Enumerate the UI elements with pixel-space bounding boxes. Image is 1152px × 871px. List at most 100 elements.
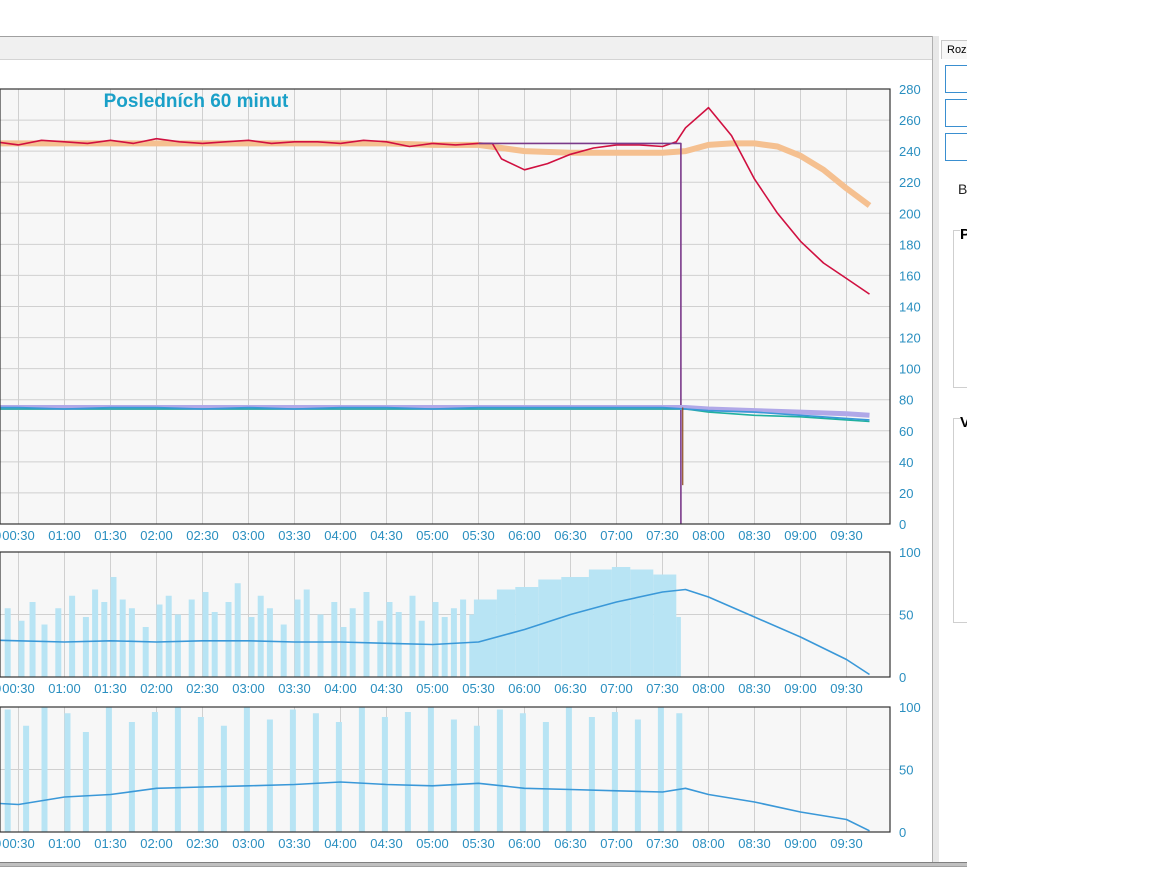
x-tick-label: 07:00	[600, 681, 633, 696]
bar	[377, 620, 384, 677]
bar	[519, 713, 526, 832]
bar	[676, 713, 683, 832]
plot-frame	[0, 551, 891, 678]
bar	[363, 592, 370, 677]
bar	[289, 709, 296, 832]
bar	[266, 719, 273, 832]
bar	[165, 595, 172, 677]
x-tick-label: 04:30	[370, 836, 403, 851]
trend-line	[0, 588, 870, 676]
y-tick-label: 240	[899, 144, 921, 159]
plot-frame	[0, 706, 891, 833]
x-tick-label: 09:00	[784, 681, 817, 696]
bar	[174, 707, 181, 832]
block-bar	[473, 599, 497, 677]
block-bar	[496, 589, 516, 677]
charts-svg: 0 20 40 60 80 100 120 140 160 180 200 220 240 260 280 0…	[0, 82, 921, 851]
right-button-1[interactable]	[945, 65, 967, 93]
bar	[317, 614, 324, 677]
x-tick-label: 01:00	[48, 681, 81, 696]
bar	[188, 599, 195, 677]
trend-line	[0, 781, 870, 832]
plot-area	[0, 106, 872, 524]
bar	[128, 608, 135, 677]
bar	[432, 602, 439, 677]
x-tick-label: 04:00	[324, 528, 357, 543]
bar	[82, 617, 89, 677]
bar	[331, 602, 338, 677]
y-tick-label: 100	[899, 700, 921, 715]
y-tick-label: 0	[899, 825, 906, 840]
x-tick-label: 06:00	[508, 836, 541, 851]
x-tick-label: 00:30	[2, 836, 35, 851]
x-tick-label: 00:30	[2, 681, 35, 696]
y-tick-label: 220	[899, 175, 921, 190]
y-tick-label: 0	[899, 670, 906, 685]
bar	[243, 707, 250, 832]
x-tick-label: 06:00	[508, 528, 541, 543]
bar	[450, 719, 457, 832]
y-tick-label: 120	[899, 331, 921, 346]
x-tick-label: 03:30	[278, 836, 311, 851]
x-tick-label: 01:30	[94, 836, 127, 851]
bar	[469, 614, 476, 677]
y-tick-label: 80	[899, 393, 913, 408]
bar	[409, 595, 416, 677]
x-tick-label: 00:30	[2, 528, 35, 543]
right-button-2[interactable]	[945, 99, 967, 127]
bar	[266, 608, 273, 677]
y-tick-label: 160	[899, 268, 921, 283]
y-tick-label: 200	[899, 206, 921, 221]
bar	[496, 709, 503, 832]
x-tick-label: 02:00	[140, 681, 173, 696]
x-tick-label: 02:30	[186, 836, 219, 851]
x-tick-label: 05:00	[416, 836, 449, 851]
y-tick-label: 40	[899, 455, 913, 470]
bar	[92, 589, 99, 677]
y-tick-label: 180	[899, 237, 921, 252]
y-tick-label: 100	[899, 545, 921, 560]
toolbar-divider	[0, 36, 932, 37]
bar	[23, 725, 30, 832]
x-tick-label: 08:00	[692, 528, 725, 543]
x-tick-label: 02:00	[140, 836, 173, 851]
x-tick-label: 09:30	[830, 836, 863, 851]
right-button-3[interactable]	[945, 133, 967, 161]
x-tick-label: 07:30	[646, 681, 679, 696]
y-tick-label: 60	[899, 424, 913, 439]
y-tick-label: 50	[899, 763, 913, 778]
chart-3: 0 50 100 00:30 01:00 01:30 02:00 02:30 03:00 03:3…	[0, 700, 921, 851]
x-tick-label: 09:30	[830, 528, 863, 543]
bar	[460, 599, 467, 677]
label-b: B	[958, 181, 967, 197]
bar	[225, 602, 232, 677]
status-divider-2	[0, 866, 967, 867]
bar	[427, 707, 434, 832]
x-tick-label: 07:00	[600, 836, 633, 851]
x-tick-label: 04:30	[370, 528, 403, 543]
x-tick-label-edge: 0	[0, 681, 1, 696]
bar	[418, 620, 425, 677]
x-tick-label: 01:30	[94, 681, 127, 696]
x-tick-label: 04:00	[324, 836, 357, 851]
x-tick-label: 09:30	[830, 681, 863, 696]
bar	[395, 612, 402, 677]
block-bar	[676, 617, 681, 677]
bar	[294, 599, 301, 677]
bar	[473, 725, 480, 832]
bar	[220, 725, 227, 832]
block-bar	[630, 569, 654, 677]
x-tick-label: 09:00	[784, 528, 817, 543]
x-tick-label: 03:00	[232, 681, 265, 696]
tab-roz[interactable]: Roz	[941, 40, 967, 59]
plot-frame	[0, 88, 891, 525]
bar	[197, 717, 204, 832]
group-p-title: P	[960, 226, 967, 243]
bar	[174, 614, 181, 677]
bar	[335, 722, 342, 832]
x-tick-label-edge: 0	[0, 836, 1, 851]
bar	[657, 707, 664, 832]
x-tick-label: 05:30	[462, 528, 495, 543]
group-v-title: V	[960, 414, 967, 431]
block-bar	[515, 587, 539, 677]
